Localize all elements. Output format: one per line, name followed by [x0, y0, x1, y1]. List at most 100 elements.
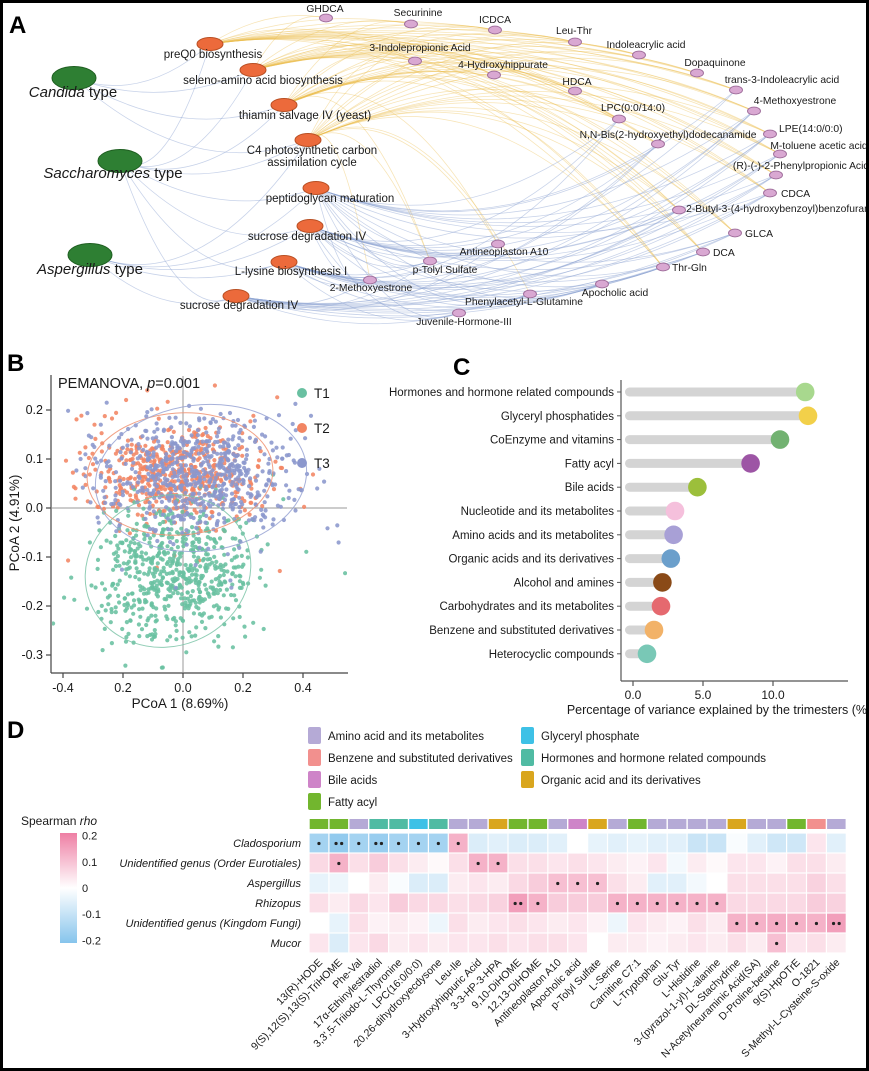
scatter-point	[236, 443, 241, 448]
scatter-point	[131, 598, 137, 603]
scatter-point	[255, 473, 260, 478]
scatter-point	[270, 522, 275, 527]
fungal-type-label: Candida type	[29, 84, 117, 101]
scatter-point	[217, 536, 223, 541]
scatter-point	[92, 422, 97, 427]
scatter-point	[216, 430, 221, 435]
column-category-swatch	[369, 819, 388, 829]
scatter-point	[159, 486, 164, 491]
metabolite-label: ICDCA	[479, 15, 511, 26]
scatter-point	[140, 513, 145, 518]
network-edge	[235, 153, 781, 306]
network-edge	[209, 18, 412, 45]
scatter-point	[212, 591, 217, 596]
scatter-point	[151, 555, 156, 560]
scatter-point	[230, 423, 235, 428]
scatter-point	[173, 415, 178, 420]
scatter-point	[173, 585, 178, 590]
scatter-point	[89, 583, 94, 588]
scatter-point	[198, 474, 203, 479]
scatter-point	[166, 527, 171, 532]
network-edge	[209, 20, 496, 45]
scatter-point	[135, 489, 140, 495]
y-tick-label: -0.1	[21, 550, 43, 564]
scatter-point	[180, 574, 185, 579]
heatmap-cell	[608, 933, 627, 953]
network-edge	[283, 68, 777, 176]
scatter-point	[239, 553, 244, 559]
network-edge	[307, 111, 704, 253]
scatter-point	[167, 556, 172, 561]
scatter-point	[173, 487, 178, 493]
scatter-point	[204, 430, 209, 435]
scatter-point	[133, 574, 138, 580]
scatter-point	[157, 443, 162, 448]
scatter-point	[303, 436, 308, 441]
x-tick-label: 0.2	[114, 681, 131, 695]
scatter-point	[233, 574, 238, 579]
network-edge	[252, 56, 704, 253]
heatmap-cell	[767, 893, 786, 913]
significance-dot	[695, 901, 699, 906]
network-edge	[307, 95, 777, 176]
scatter-point	[229, 491, 235, 496]
scatter-point	[184, 542, 189, 547]
network-edge	[307, 57, 737, 141]
scatter-point	[230, 480, 235, 485]
scatter-point	[184, 581, 189, 586]
scatter-point	[93, 467, 98, 472]
scatter-point	[101, 488, 106, 493]
scatter-point	[203, 626, 208, 631]
scatter-point	[258, 549, 263, 554]
scatter-point	[221, 593, 226, 598]
scatter-point	[262, 500, 267, 505]
heatmap-cell	[787, 873, 806, 893]
scatter-point	[125, 592, 131, 597]
heatmap-cell	[747, 833, 767, 853]
scatter-point	[220, 458, 225, 463]
scatter-point	[114, 529, 119, 534]
lollipop-category-label: Glyceryl phosphatides	[501, 411, 614, 423]
heatmap-cell	[488, 833, 508, 853]
scatter-point	[135, 456, 140, 461]
heatmap-cell	[369, 873, 388, 893]
network-edge	[283, 70, 620, 120]
scatter-point	[226, 518, 231, 523]
heatmap-cell	[528, 913, 548, 933]
scatter-point	[87, 540, 92, 545]
column-category-swatch	[548, 819, 567, 829]
scatter-point	[233, 458, 238, 463]
scatter-point	[247, 484, 252, 489]
heatmap-cell	[628, 873, 647, 893]
scatter-point	[175, 456, 180, 461]
metabolite-node	[595, 279, 609, 289]
pathway-label: L-lysine biosynthesis I	[235, 266, 348, 278]
scatter-point	[261, 626, 266, 632]
scatter-point	[124, 635, 129, 640]
network-edge	[309, 110, 755, 251]
network-edge	[209, 33, 755, 112]
scatter-point	[200, 598, 205, 604]
column-category-swatch	[827, 819, 846, 829]
scatter-point	[176, 478, 181, 483]
scatter-point	[172, 552, 177, 558]
scatter-point	[98, 545, 103, 550]
scatter-point	[302, 504, 307, 509]
scatter-point	[219, 487, 224, 492]
scatter-point	[117, 578, 122, 583]
heatmap-cell	[429, 893, 448, 913]
metabolite-label: LPC(0:0/14:0)	[601, 103, 665, 114]
heatmap-cell	[588, 933, 607, 953]
scatter-point	[216, 483, 221, 488]
lollipop-bar	[625, 458, 751, 468]
scatter-point	[117, 483, 122, 488]
network-edge	[73, 77, 285, 120]
scatter-point	[149, 603, 154, 608]
heatmap-cell	[309, 853, 329, 873]
scatter-point	[304, 549, 309, 554]
heatmap-cell	[608, 873, 627, 893]
scatter-point	[123, 608, 128, 613]
network-edge	[252, 53, 771, 194]
scatter-point	[251, 620, 256, 625]
scatter-point	[85, 411, 90, 416]
